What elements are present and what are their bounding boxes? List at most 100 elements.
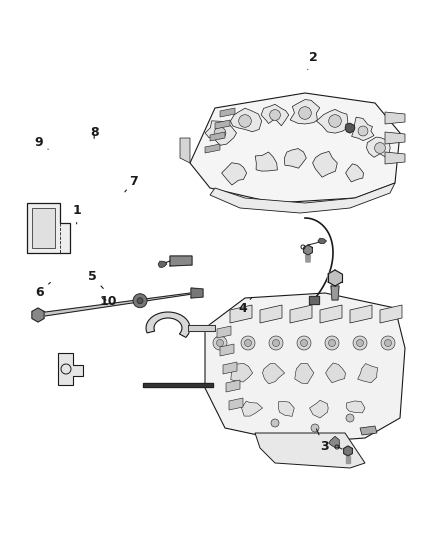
Polygon shape (290, 100, 320, 124)
Polygon shape (255, 152, 277, 171)
Circle shape (358, 126, 368, 136)
Circle shape (346, 414, 354, 422)
Polygon shape (190, 93, 400, 203)
Polygon shape (32, 208, 55, 248)
Polygon shape (146, 312, 190, 337)
Polygon shape (295, 364, 314, 384)
Circle shape (311, 424, 319, 432)
Polygon shape (188, 325, 215, 331)
Polygon shape (223, 362, 237, 374)
Polygon shape (316, 109, 348, 133)
Polygon shape (367, 137, 390, 157)
Polygon shape (261, 104, 289, 126)
Circle shape (269, 336, 283, 350)
Circle shape (241, 336, 255, 350)
Polygon shape (331, 286, 339, 300)
Circle shape (328, 340, 336, 346)
Text: 4: 4 (239, 297, 252, 314)
Polygon shape (320, 305, 342, 323)
Circle shape (299, 107, 311, 119)
Polygon shape (318, 238, 326, 244)
Polygon shape (313, 151, 337, 177)
Polygon shape (380, 305, 402, 323)
Circle shape (214, 127, 226, 139)
Polygon shape (260, 305, 282, 323)
Polygon shape (58, 353, 83, 385)
Polygon shape (170, 256, 192, 266)
Polygon shape (345, 123, 355, 133)
Circle shape (271, 419, 279, 427)
Polygon shape (143, 383, 213, 387)
Polygon shape (27, 203, 70, 253)
Text: 1: 1 (72, 204, 81, 224)
Text: 5: 5 (88, 270, 103, 288)
Text: 9: 9 (34, 136, 48, 149)
Polygon shape (284, 149, 306, 168)
Polygon shape (346, 456, 350, 463)
Polygon shape (205, 293, 405, 443)
Polygon shape (38, 293, 195, 317)
Polygon shape (305, 255, 311, 262)
Polygon shape (210, 183, 395, 213)
Polygon shape (309, 296, 319, 304)
Polygon shape (344, 446, 352, 456)
Polygon shape (215, 120, 230, 129)
Text: 8: 8 (90, 126, 99, 139)
Text: 10: 10 (100, 295, 117, 308)
Circle shape (216, 340, 223, 346)
Polygon shape (346, 164, 364, 182)
Polygon shape (220, 344, 234, 356)
Polygon shape (217, 326, 231, 338)
Polygon shape (358, 364, 378, 383)
Text: 6: 6 (35, 282, 50, 298)
Circle shape (213, 336, 227, 350)
Polygon shape (385, 152, 405, 164)
Circle shape (300, 340, 307, 346)
Polygon shape (229, 398, 243, 410)
Circle shape (381, 336, 395, 350)
Circle shape (385, 340, 392, 346)
Polygon shape (205, 121, 237, 146)
Polygon shape (360, 426, 377, 435)
Polygon shape (328, 270, 342, 286)
Polygon shape (241, 401, 262, 416)
Polygon shape (325, 363, 346, 383)
Circle shape (325, 336, 339, 350)
Text: 3: 3 (317, 429, 328, 453)
Circle shape (133, 294, 147, 308)
Circle shape (239, 115, 251, 127)
Polygon shape (230, 305, 252, 323)
Polygon shape (158, 261, 167, 268)
Circle shape (328, 115, 341, 127)
Polygon shape (279, 401, 294, 416)
Polygon shape (210, 132, 225, 141)
Polygon shape (352, 117, 374, 141)
Polygon shape (346, 401, 365, 413)
Text: 2: 2 (308, 51, 318, 69)
Polygon shape (205, 144, 220, 153)
Polygon shape (191, 288, 203, 298)
Polygon shape (310, 400, 328, 418)
Polygon shape (304, 245, 312, 255)
Circle shape (297, 336, 311, 350)
Polygon shape (255, 433, 365, 468)
Text: 7: 7 (125, 175, 138, 192)
Circle shape (137, 298, 143, 304)
Circle shape (357, 340, 364, 346)
Circle shape (353, 336, 367, 350)
Polygon shape (385, 112, 405, 124)
Polygon shape (385, 132, 405, 144)
Circle shape (244, 340, 251, 346)
Polygon shape (180, 138, 190, 163)
Polygon shape (329, 437, 339, 448)
Polygon shape (262, 364, 285, 384)
Polygon shape (220, 108, 235, 117)
Polygon shape (290, 305, 312, 323)
Polygon shape (226, 380, 240, 392)
Polygon shape (350, 305, 372, 323)
Circle shape (374, 143, 385, 154)
Polygon shape (32, 308, 44, 322)
Circle shape (270, 110, 280, 120)
Polygon shape (222, 163, 247, 185)
Polygon shape (230, 108, 261, 132)
